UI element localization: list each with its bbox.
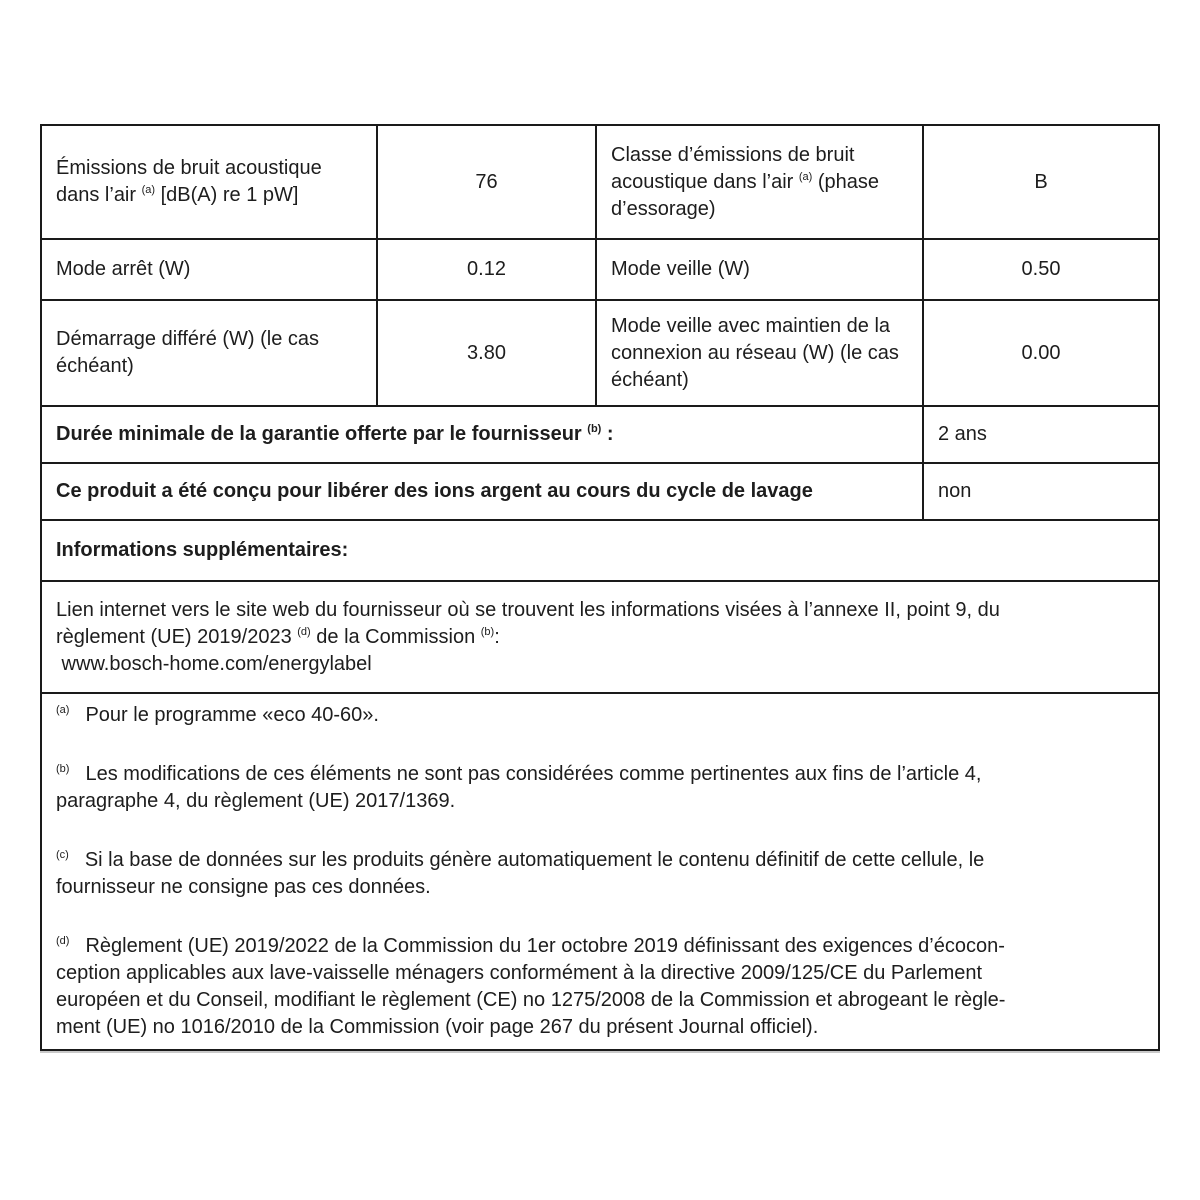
footnote-c-marker: (c) [56,849,69,861]
footnote-c: (c) Si la base de données sur les produit… [56,847,1144,901]
off-mode-value: 0.12 [467,258,506,280]
row-supplier-link: Lien internet vers le site web du fourni… [40,580,1160,694]
row-delay-network: Démarrage différé (W) (le cas échéant) 3… [40,299,1160,407]
row-noise-emissions: Émissions de bruit acoustique dans l’air… [40,124,1160,240]
standby-mode-value: 0.50 [1021,258,1061,280]
warranty-label-colon: : [601,423,614,445]
footnote-ref-b: (b) [587,423,602,435]
delayed-start-label: Démarrage différé (W) (le cas échéant) [56,328,320,377]
warranty-value: 2 ans [938,423,987,445]
warranty-label-cell: Durée minimale de la garantie offerte pa… [40,405,924,464]
noise-emission-label-unit: [dB(A) re 1 pW] [155,184,299,206]
supplier-link-text-line2-colon: : [494,625,500,648]
delayed-start-label-cell: Démarrage différé (W) (le cas échéant) [40,299,378,407]
silver-ions-value-cell: non [922,462,1160,521]
off-mode-value-cell: 0.12 [376,238,597,301]
standby-mode-value-cell: 0.50 [922,238,1160,301]
row-footnotes: (a) Pour le programme «eco 40-60». (b) Les… [40,692,1160,1051]
supplier-link-text-line2-mid: de la Commission [310,625,481,648]
footnote-a-marker: (a) [56,704,70,716]
silver-ions-label-cell: Ce produit a été conçu pour libérer des … [40,462,924,521]
noise-class-value-cell: B [922,124,1160,240]
delayed-start-value-cell: 3.80 [376,299,597,407]
noise-emission-label-cell: Émissions de bruit acoustique dans l’air… [40,124,378,240]
standby-mode-label: Mode veille (W) [611,258,750,280]
footnote-ref-a: (a) [141,184,156,196]
warranty-value-cell: 2 ans [922,405,1160,464]
footnote-b-text: Les modifications de ces éléments ne son… [56,763,982,812]
off-mode-label: Mode arrêt (W) [56,258,191,280]
noise-class-label: Classe d’émissions de bruit acoustique d… [611,143,855,193]
warranty-label: Durée minimale de la garantie offerte pa… [56,423,588,445]
footnotes-cell: (a) Pour le programme «eco 40-60». (b) Les… [40,692,1160,1051]
product-fiche-table: Émissions de bruit acoustique dans l’air… [40,124,1160,1051]
additional-info-cell: Informations supplémentaires: [40,519,1160,582]
supplier-link-text-line2: règlement (UE) 2019/2023 [56,625,298,648]
footnote-a-text: Pour le programme «eco 40-60». [85,704,379,726]
footnote-d-text: Règlement (UE) 2019/2022 de la Commissio… [56,935,1006,1038]
networked-standby-label: Mode veille avec maintien de la connexio… [611,314,899,391]
footnote-d: (d) Règlement (UE) 2019/2022 de la Commis… [56,933,1144,1041]
footnote-a: (a) Pour le programme «eco 40-60». [56,702,1144,729]
footnote-b: (b) Les modifications de ces éléments ne … [56,761,1144,815]
footnote-ref-a: (a) [798,170,813,183]
noise-emission-value-cell: 76 [376,124,597,240]
networked-standby-value-cell: 0.00 [922,299,1160,407]
supplier-link-cell: Lien internet vers le site web du fourni… [40,580,1160,694]
footnote-ref-d: (d) [297,625,311,638]
row-off-standby: Mode arrêt (W) 0.12 Mode veille (W) 0.50 [40,238,1160,301]
noise-emission-value: 76 [475,170,498,193]
footnote-ref-b: (b) [480,625,495,638]
row-warranty: Durée minimale de la garantie offerte pa… [40,405,1160,464]
supplier-url: www.bosch-home.com/energylabel [56,652,372,675]
row-silver-ions: Ce produit a été conçu pour libérer des … [40,462,1160,521]
off-mode-label-cell: Mode arrêt (W) [40,238,378,301]
networked-standby-value: 0.00 [1021,341,1061,364]
noise-emission-label: Émissions de bruit acoustique dans l’air [56,157,322,206]
supplier-link-text-line1: Lien internet vers le site web du fourni… [56,598,1000,621]
additional-info-label: Informations supplémentaires: [56,539,349,561]
footnote-d-marker: (d) [56,935,70,947]
standby-mode-label-cell: Mode veille (W) [595,238,924,301]
noise-class-label-suffix: (phase d’essorage) [611,170,880,220]
row-additional-info: Informations supplémentaires: [40,519,1160,582]
footnote-c-text: Si la base de données sur les produits g… [56,849,985,898]
noise-class-label-cell: Classe d’émissions de bruit acoustique d… [595,124,924,240]
silver-ions-label: Ce produit a été conçu pour libérer des … [56,480,813,502]
footnote-b-marker: (b) [56,763,70,775]
networked-standby-label-cell: Mode veille avec maintien de la connexio… [595,299,924,407]
silver-ions-value: non [938,480,972,502]
noise-class-value: B [1034,170,1048,193]
delayed-start-value: 3.80 [467,341,506,364]
